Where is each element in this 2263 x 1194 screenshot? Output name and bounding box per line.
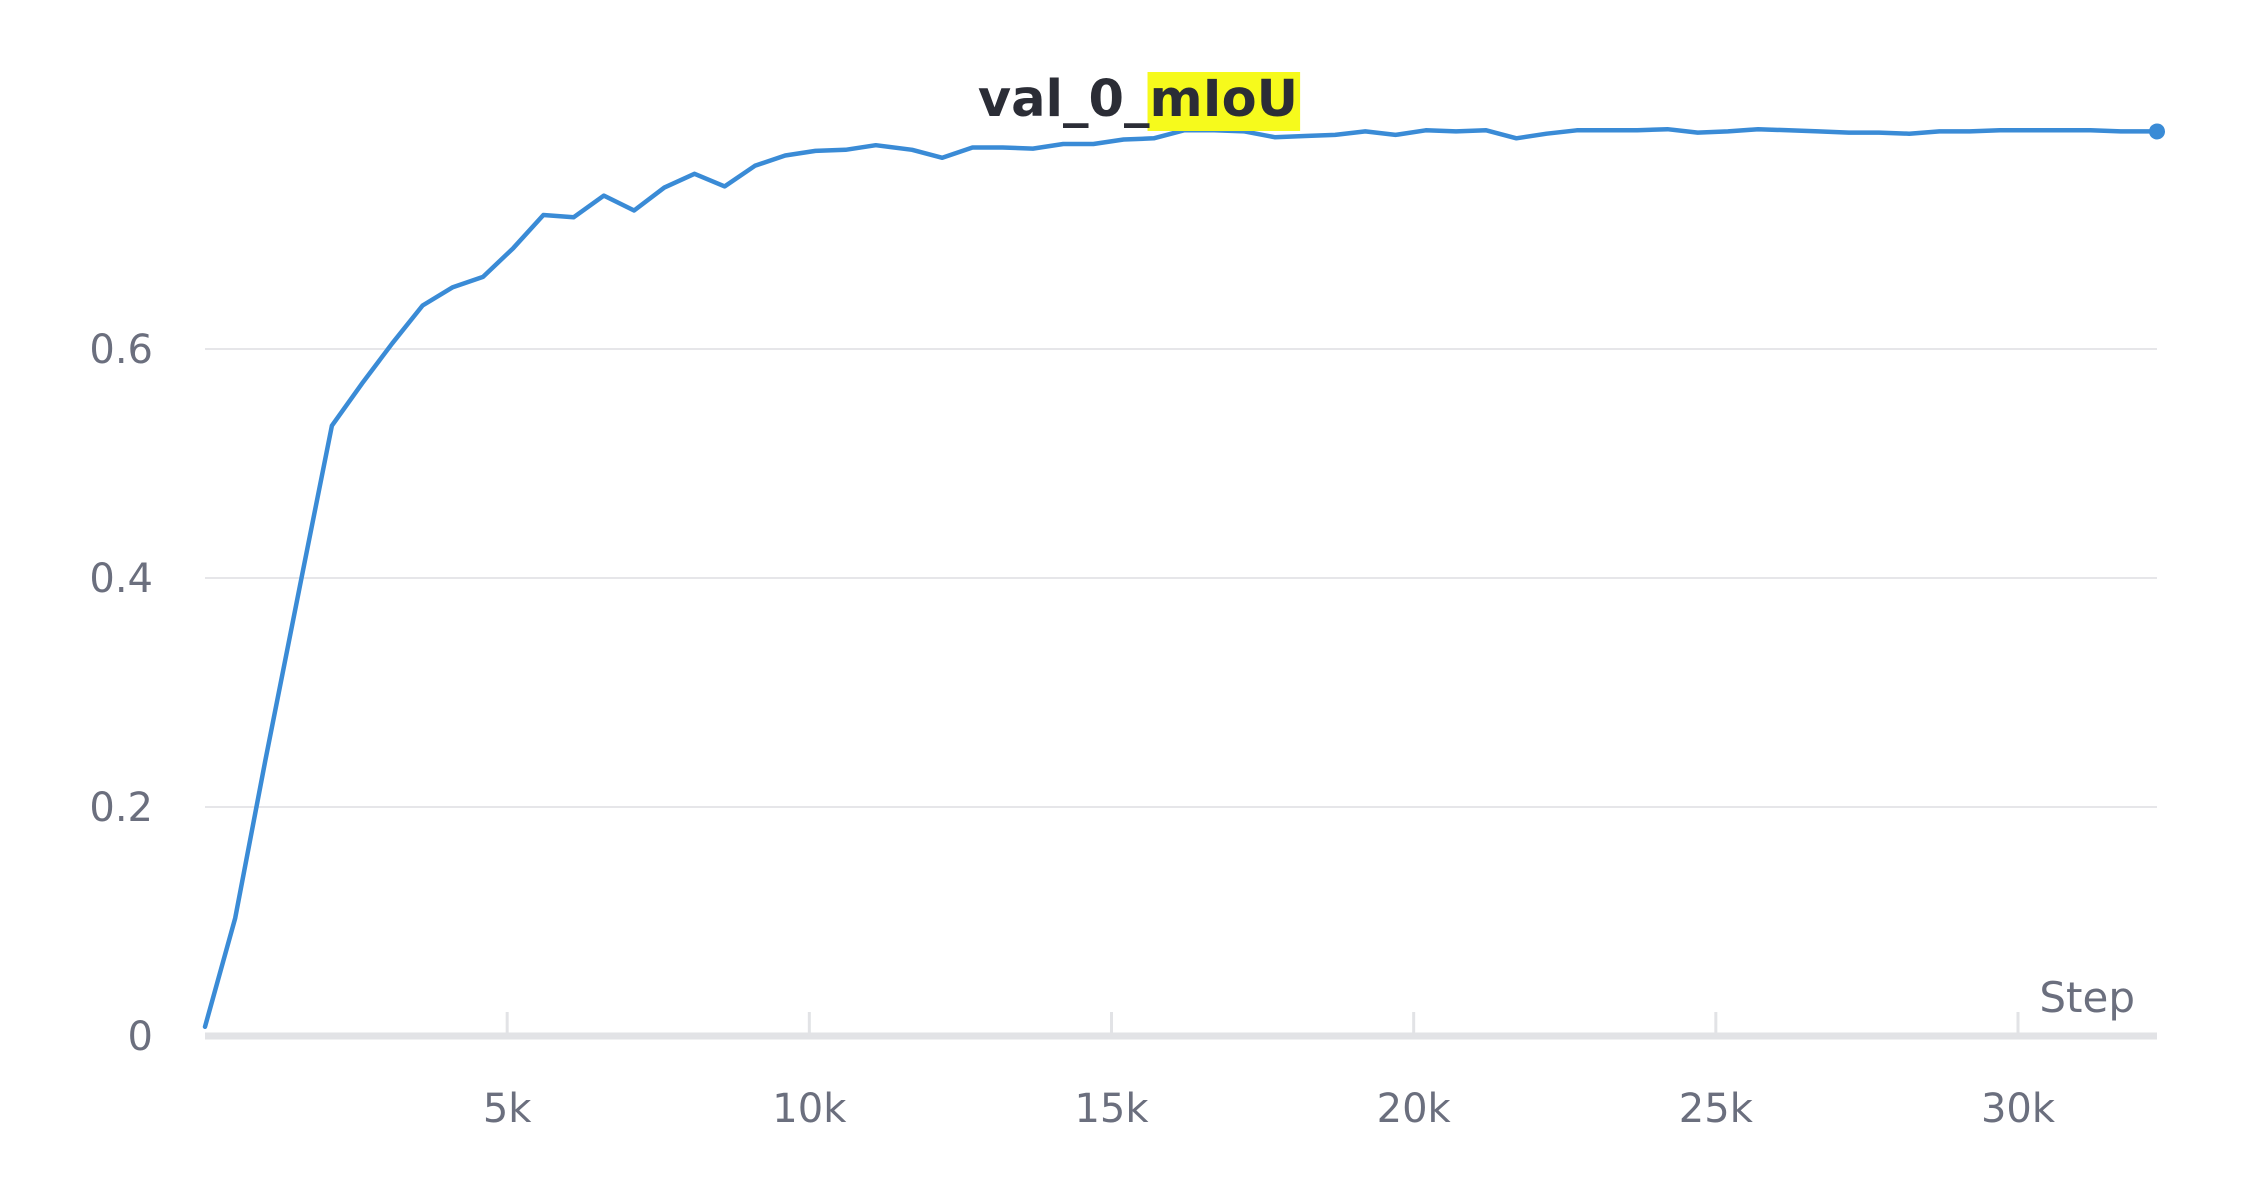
title-highlight-box [1147,72,1301,131]
x-tick-label: 25k [1679,1086,1754,1132]
x-tick-label: 10k [772,1086,847,1132]
grid-lines [205,348,2157,808]
chart-title-prefix: val_0_ [978,70,1150,129]
chart-title: val_0_mIoU [978,70,1298,129]
series-end-point [2149,123,2165,140]
x-axis-title: Step [2039,973,2135,1022]
x-tick-label: 20k [1377,1086,1452,1132]
x-tick-label: 5k [483,1086,532,1132]
y-tick-label: 0.4 [89,556,153,602]
x-tick-label: 15k [1074,1086,1149,1132]
y-tick-label: 0.2 [89,785,153,831]
x-tick-label: 30k [1981,1086,2056,1132]
y-tick-label: 0 [128,1014,153,1060]
y-axis: 0 0.2 0.4 0.6 [89,327,153,1060]
x-axis: 5k 10k 15k 20k 25k 30k [205,1012,2157,1132]
chart-title-highlight: mIoU [1150,70,1299,129]
y-tick-label: 0.6 [89,327,153,373]
series-layer [202,123,2165,1030]
